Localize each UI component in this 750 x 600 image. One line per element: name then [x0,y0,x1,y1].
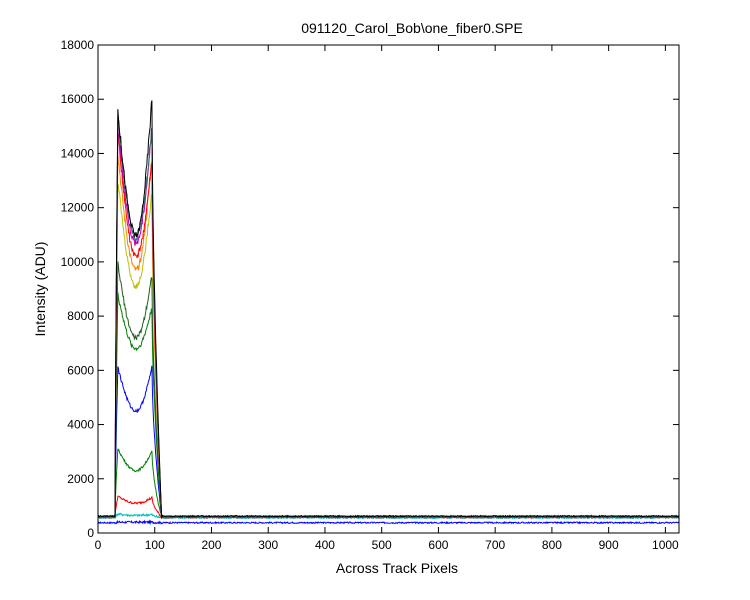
y-tick-label: 8000 [67,309,94,323]
x-tick-label: 100 [145,538,165,552]
y-axis-label: Intensity (ADU) [32,242,48,337]
y-tick-label: 0 [87,526,94,540]
y-tick-label: 10000 [61,255,95,269]
series-line [97,133,680,520]
series-line [97,365,680,519]
series-line [97,100,680,519]
series-line [97,261,680,520]
series-layer [97,100,680,526]
x-tick-label: 800 [542,538,562,552]
x-tick-label: 600 [428,538,448,552]
x-tick-label: 200 [201,538,221,552]
series-line [97,495,680,520]
series-line [97,156,680,519]
x-axis-label: Across Track Pixels [336,560,458,576]
series-line [97,183,680,520]
y-tick-label: 4000 [67,418,94,432]
y-tick-label: 16000 [61,92,95,106]
x-tick-label: 1000 [652,538,679,552]
y-tick-label: 18000 [61,38,95,52]
x-tick-label: 400 [315,538,335,552]
x-tick-label: 900 [599,538,619,552]
chart-title: 091120_Carol_Bob\one_fiber0.SPE [301,20,523,36]
y-tick-label: 12000 [61,201,95,215]
y-tick-label: 14000 [61,146,95,160]
x-tick-label: 300 [258,538,278,552]
plot-frame [97,44,680,534]
y-tick-label: 2000 [67,472,94,486]
series-line [97,519,680,526]
x-tick-label: 0 [95,538,102,552]
x-tick-label: 700 [485,538,505,552]
x-axis: 0 100 200 300 400 500 600 700 800 900 1000 [95,45,679,552]
y-axis: 0 2000 4000 6000 8000 10000 12000 14000 16000 180… [61,38,679,540]
series-line [97,448,680,520]
series-line [97,292,680,519]
series-line [97,127,680,519]
series-line [97,115,680,519]
y-tick-label: 6000 [67,363,94,377]
x-tick-label: 500 [372,538,392,552]
